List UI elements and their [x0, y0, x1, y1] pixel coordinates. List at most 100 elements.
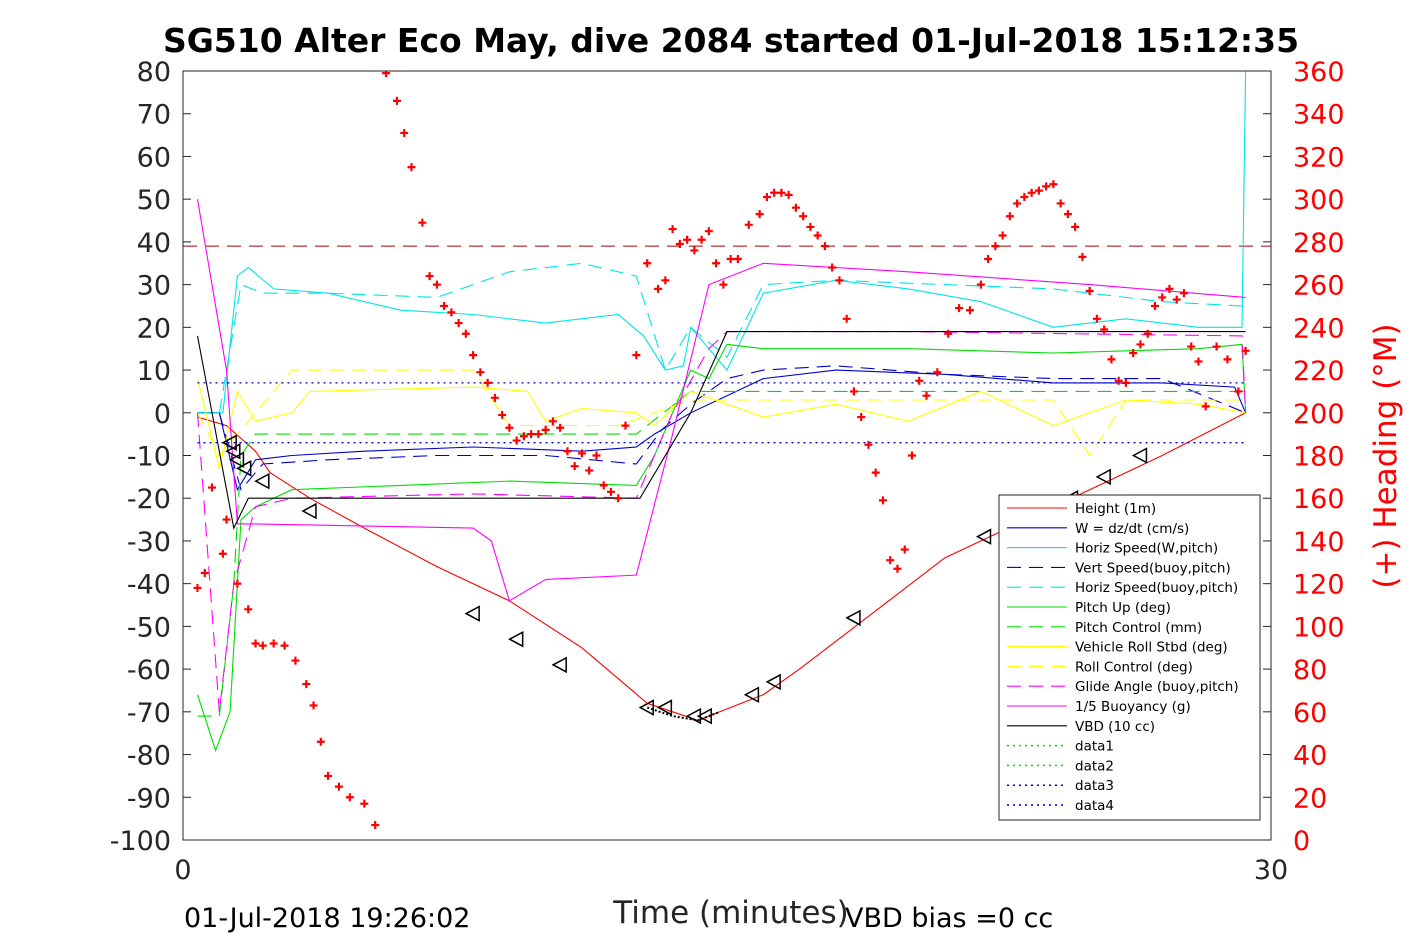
marker-point	[845, 609, 861, 627]
heading-point	[534, 430, 543, 439]
marker-point	[743, 686, 760, 704]
right-tick-label: 100	[1293, 612, 1345, 643]
y-tick-label: -30	[127, 527, 171, 558]
heading-point	[704, 227, 713, 236]
legend-label: Height (1m)	[1075, 501, 1156, 517]
right-tick-label: 0	[1293, 826, 1310, 857]
heading-point	[654, 284, 663, 293]
heading-point	[690, 246, 699, 255]
heading-point	[577, 449, 586, 458]
x-tick-label: 30	[1254, 855, 1288, 886]
right-y-axis-label: (+) Heading (°M)	[1368, 323, 1404, 588]
right-tick-label: 80	[1293, 655, 1327, 686]
y-tick-label: 80	[137, 57, 171, 88]
legend-label: data4	[1075, 798, 1114, 814]
heading-point	[1078, 252, 1087, 261]
heading-point	[984, 254, 993, 263]
series-line-2	[197, 71, 1247, 414]
heading-point	[1063, 210, 1072, 219]
heading-point	[697, 235, 706, 244]
heading-point	[1042, 182, 1051, 191]
heading-point	[592, 451, 601, 460]
right-tick-label: 260	[1293, 271, 1345, 302]
heading-point	[1114, 376, 1123, 385]
series-line-4	[197, 262, 1243, 414]
heading-point	[432, 280, 441, 289]
heading-point	[585, 466, 594, 475]
heading-point	[1034, 186, 1043, 195]
heading-point	[675, 240, 684, 249]
heading-point	[454, 319, 463, 328]
series-line-6	[197, 390, 1246, 717]
y-tick-label: -90	[127, 783, 171, 814]
heading-point	[849, 387, 858, 396]
heading-point	[1100, 325, 1109, 334]
footer-timestamp: 01-Jul-2018 19:26:02	[184, 903, 470, 934]
legend-label: Roll Control (deg)	[1075, 659, 1193, 675]
heading-point	[770, 188, 779, 197]
heading-point	[461, 329, 470, 338]
heading-point	[498, 410, 507, 419]
heading-point	[469, 351, 478, 360]
y-tick-label: -10	[127, 442, 171, 473]
y-tick-label: 0	[154, 399, 171, 430]
heading-point	[400, 128, 409, 137]
heading-point	[233, 579, 242, 588]
heading-point	[762, 193, 771, 202]
marker-point	[1095, 468, 1111, 486]
heading-point	[1129, 348, 1138, 357]
heading-point	[222, 515, 231, 524]
heading-point	[302, 680, 311, 689]
y-tick-label: -100	[110, 826, 171, 857]
heading-point	[218, 549, 227, 558]
right-tick-label: 320	[1293, 142, 1345, 173]
heading-point	[1121, 378, 1130, 387]
marker-point	[508, 630, 524, 648]
heading-point	[864, 440, 873, 449]
heading-point	[407, 163, 416, 172]
heading-point	[1013, 199, 1022, 208]
y-tick-label: -50	[127, 612, 171, 643]
heading-point	[490, 393, 499, 402]
heading-point	[1071, 222, 1080, 231]
footer-vbd-bias: VBD bias =0 cc	[845, 903, 1053, 934]
heading-point	[907, 451, 916, 460]
heading-point	[1223, 355, 1232, 364]
heading-point	[1107, 355, 1116, 364]
y-tick-label: -40	[127, 570, 171, 601]
series-layer	[183, 71, 1271, 752]
heading-point	[835, 276, 844, 285]
legend-label: Glide Angle (buoy,pitch)	[1075, 679, 1239, 695]
heading-point	[614, 494, 623, 503]
heading-point	[1020, 193, 1029, 202]
series-line-10	[196, 199, 1246, 602]
heading-point	[878, 496, 887, 505]
heading-point	[632, 351, 641, 360]
heading-point	[1234, 387, 1243, 396]
heading-point	[1092, 314, 1101, 323]
heading-point	[371, 821, 380, 830]
left-y-axis: 80 70 60 50 40 30 20 10 0 -10 -20 -30 -40 -50 -60 -70 -8…	[110, 57, 191, 857]
heading-point	[269, 639, 278, 648]
x-axis-label: Time (minutes)	[612, 895, 848, 931]
y-tick-label: 20	[137, 313, 171, 344]
heading-point	[1165, 284, 1174, 293]
heading-point	[726, 254, 735, 263]
legend-label: data1	[1075, 739, 1114, 755]
heading-point	[519, 432, 528, 441]
heading-point	[777, 188, 786, 197]
heading-point	[334, 782, 343, 791]
right-tick-label: 160	[1293, 484, 1345, 515]
legend-label: Pitch Control (mm)	[1075, 620, 1202, 636]
heading-point	[965, 306, 974, 315]
heading-point	[440, 301, 449, 310]
heading-point	[280, 641, 289, 650]
y-tick-label: 40	[137, 228, 171, 259]
right-tick-label: 60	[1293, 698, 1327, 729]
heading-point	[258, 641, 267, 650]
series-line-3	[197, 365, 1246, 491]
heading-point	[661, 276, 670, 285]
heading-point	[857, 413, 866, 422]
legend: Height (1m) W = dz/dt (cm/s) Horiz Speed(W…	[998, 494, 1261, 821]
